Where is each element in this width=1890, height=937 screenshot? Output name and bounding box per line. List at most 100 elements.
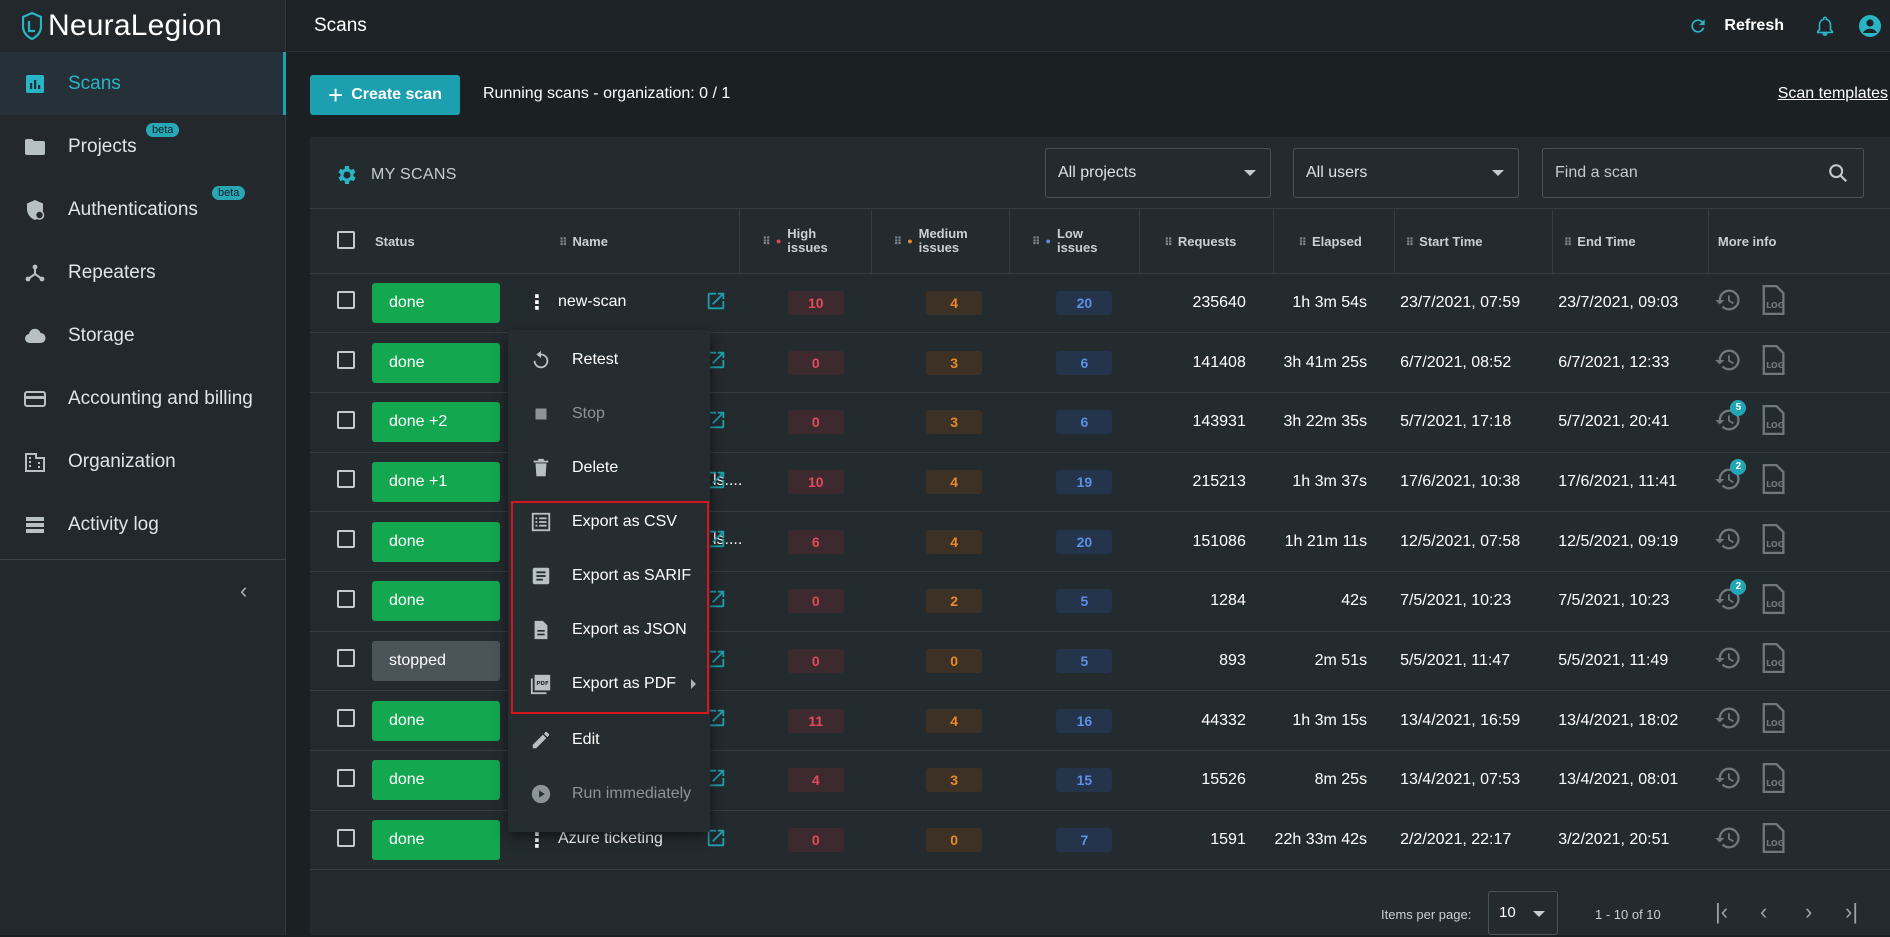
history-icon[interactable] <box>1714 764 1742 797</box>
low-issues-count[interactable]: 20 <box>1056 529 1113 554</box>
high-issues-count[interactable]: 0 <box>787 648 844 673</box>
notification-bell-icon[interactable] <box>1814 15 1836 37</box>
row-checkbox[interactable] <box>337 351 355 370</box>
status-badge[interactable]: done <box>371 282 500 323</box>
column-high-issues[interactable]: ⠿ ● High issues <box>739 210 872 274</box>
table-row[interactable]: done ⋮ new-scan 10 4 20 235640 1h 3m 54s 23/7/20… <box>310 273 1890 334</box>
external-link-icon[interactable] <box>705 409 727 431</box>
history-icon[interactable] <box>1714 525 1742 558</box>
column-status[interactable]: Status <box>356 210 500 274</box>
drag-handle-icon[interactable]: ⠿ <box>1031 235 1041 248</box>
sidebar-item-organization[interactable]: Organization <box>0 430 285 493</box>
row-checkbox[interactable] <box>337 768 355 787</box>
external-link-icon[interactable] <box>705 588 727 610</box>
sidebar-item-scans[interactable]: Scans <box>0 52 286 115</box>
row-checkbox[interactable] <box>337 828 355 847</box>
menu-item-stop[interactable]: Stop <box>508 387 710 441</box>
log-file-icon[interactable]: LOG <box>1760 404 1786 440</box>
sidebar-item-projects[interactable]: Projects beta <box>0 115 285 178</box>
status-badge[interactable]: stopped <box>371 640 500 681</box>
scan-templates-link[interactable]: Scan templates <box>1777 85 1888 102</box>
external-link-icon[interactable] <box>705 290 727 312</box>
menu-item-delete[interactable]: Delete <box>508 441 710 495</box>
row-checkbox[interactable] <box>337 410 355 429</box>
log-file-icon[interactable]: LOG <box>1760 822 1786 858</box>
column-end-time[interactable]: ⠿ End Time <box>1551 210 1709 274</box>
drag-handle-icon[interactable]: ⠿ <box>893 235 903 248</box>
drag-handle-icon[interactable]: ⠿ <box>1298 236 1307 249</box>
history-icon[interactable] <box>1714 704 1742 737</box>
high-issues-count[interactable]: 0 <box>787 410 844 435</box>
medium-issues-count[interactable]: 3 <box>926 410 983 435</box>
column-requests[interactable]: ⠿ Requests <box>1139 210 1274 274</box>
low-issues-count[interactable]: 19 <box>1056 469 1113 494</box>
table-row[interactable]: done +1 ls.... 10 4 19 215213 1h 3m 37s 17/6/20… <box>310 452 1890 513</box>
status-badge[interactable]: done <box>371 700 500 741</box>
row-checkbox[interactable] <box>337 291 355 310</box>
low-issues-count[interactable]: 15 <box>1056 768 1113 793</box>
brand-logo[interactable]: NeuraLegion <box>0 0 285 52</box>
log-file-icon[interactable]: LOG <box>1760 285 1786 320</box>
log-file-icon[interactable]: LOG <box>1760 703 1786 738</box>
row-checkbox[interactable] <box>337 470 355 489</box>
column-low-issues[interactable]: ⠿ ● Low issues <box>1008 210 1140 274</box>
history-icon[interactable] <box>1714 286 1742 319</box>
external-link-icon[interactable] <box>705 648 727 670</box>
status-badge[interactable]: done <box>371 760 500 801</box>
medium-issues-count[interactable]: 0 <box>926 828 983 853</box>
create-scan-button[interactable]: + Create scan <box>310 75 460 115</box>
drag-handle-icon[interactable]: ⠿ <box>1164 236 1173 249</box>
log-file-icon[interactable]: LOG <box>1760 762 1786 798</box>
status-badge[interactable]: done <box>371 581 500 622</box>
table-row[interactable]: done ⋮ Azure ticketing 0 0 7 1591 22h 33m 42s 2/… <box>310 810 1890 871</box>
account-avatar-icon[interactable] <box>1858 14 1882 38</box>
menu-item-retest[interactable]: Retest <box>508 333 710 387</box>
row-checkbox[interactable] <box>337 530 355 549</box>
medium-issues-count[interactable]: 4 <box>926 708 983 733</box>
high-issues-count[interactable]: 0 <box>787 828 844 853</box>
column-start-time[interactable]: ⠿ Start Time <box>1393 210 1553 274</box>
scan-name[interactable]: Azure ticketing <box>557 829 663 847</box>
external-link-icon[interactable] <box>705 827 727 849</box>
history-icon[interactable]: 5 <box>1714 399 1747 439</box>
drag-handle-icon[interactable]: ⠿ <box>1405 236 1415 249</box>
drag-handle-icon[interactable]: ⠿ <box>558 236 568 249</box>
low-issues-count[interactable]: 6 <box>1056 410 1113 435</box>
row-actions-menu-icon[interactable]: ⋮ <box>526 292 547 315</box>
medium-issues-count[interactable]: 4 <box>926 290 983 315</box>
low-issues-count[interactable]: 20 <box>1056 290 1113 315</box>
high-issues-count[interactable]: 10 <box>787 290 844 315</box>
select-all-checkbox[interactable] <box>337 230 355 249</box>
sidebar-item-accounting-and-billing[interactable]: Accounting and billing <box>0 367 285 430</box>
row-checkbox[interactable] <box>337 709 355 728</box>
menu-item-export-as-json[interactable]: Export as JSON <box>508 603 710 657</box>
high-issues-count[interactable]: 0 <box>787 350 844 375</box>
low-issues-count[interactable]: 16 <box>1056 708 1113 733</box>
sidebar-item-repeaters[interactable]: Repeaters <box>0 241 285 304</box>
low-issues-count[interactable]: 7 <box>1056 828 1113 853</box>
low-issues-count[interactable]: 5 <box>1056 648 1113 673</box>
menu-item-export-as-csv[interactable]: Export as CSV <box>508 495 710 549</box>
row-checkbox[interactable] <box>337 589 355 608</box>
menu-item-export-as-sarif[interactable]: Export as SARIF <box>508 549 710 603</box>
medium-issues-count[interactable]: 3 <box>926 350 983 375</box>
status-badge[interactable]: done +2 <box>371 402 500 443</box>
search-icon[interactable] <box>1827 162 1849 184</box>
previous-page-icon[interactable]: ‹ <box>1760 899 1768 924</box>
last-page-icon[interactable]: ›| <box>1845 899 1859 924</box>
drag-handle-icon[interactable]: ⠿ <box>762 235 771 248</box>
collapse-sidebar-button[interactable]: ‹ <box>240 578 248 603</box>
drag-handle-icon[interactable]: ⠿ <box>1563 236 1573 249</box>
medium-issues-count[interactable]: 3 <box>926 768 983 793</box>
high-issues-count[interactable]: 4 <box>787 768 844 793</box>
external-link-icon[interactable] <box>705 528 727 550</box>
low-issues-count[interactable]: 6 <box>1056 350 1113 375</box>
high-issues-count[interactable]: 0 <box>787 589 844 614</box>
scan-search-input[interactable] <box>1543 149 1803 197</box>
history-icon[interactable]: 2 <box>1714 459 1747 498</box>
history-icon[interactable] <box>1714 644 1742 677</box>
external-link-icon[interactable] <box>705 349 727 371</box>
high-issues-count[interactable]: 10 <box>787 469 844 494</box>
log-file-icon[interactable]: LOG <box>1760 524 1786 559</box>
status-badge[interactable]: done <box>371 820 500 861</box>
